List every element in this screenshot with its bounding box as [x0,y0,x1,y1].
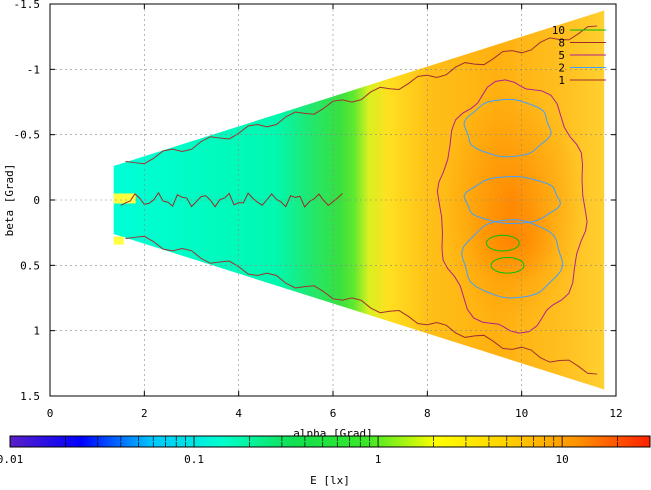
colorbar-tick-label: 0.1 [184,453,204,466]
colorbar-tick-label: 0.01 [0,453,23,466]
grid-lines [50,4,616,396]
contour-level-5 [436,79,588,334]
legend-label: 1 [558,74,565,87]
y-tick-label: -1 [27,63,40,76]
y-tick-label: -1.5 [14,0,41,11]
colorbar-label: E [lx] [310,474,350,486]
x-tick-label: 2 [141,407,148,420]
contour-level-1 [125,25,598,165]
x-tick-label: 6 [330,407,337,420]
y-tick-label: 0.5 [20,259,40,272]
contour-level-8 [120,191,343,208]
x-tick-label: 12 [609,407,622,420]
contour-level-2 [463,98,552,158]
peak-hotspot [467,194,558,285]
y-tick-label: 1.5 [20,390,40,403]
colorbar-tick-label: 1 [375,453,382,466]
x-tick-label: 8 [424,407,431,420]
colorbar-ticks: 0.01 0.1 1 10 [0,436,651,466]
y-tick-label: -0.5 [14,129,41,142]
x-tick-label: 10 [515,407,528,420]
legend-label: 5 [558,49,565,62]
x-tick-label: 4 [235,407,242,420]
y-tick-label: 0 [33,194,40,207]
contour-level-10 [485,234,520,252]
apex-bright-spot [113,193,136,204]
legend-label: 8 [558,37,565,50]
y-tick-label: 1 [33,325,40,338]
y-axis-label: beta [Grad] [3,164,16,237]
apex-bright-spot [113,236,124,245]
contour-level-2 [461,219,564,299]
x-tick-label: 0 [47,407,54,420]
legend-label: 10 [552,24,565,37]
contour-level-1 [125,235,598,375]
axis-ticks: 0 2 4 6 8 10 12-1.5-1-0.500.511.5 [14,0,623,420]
legend-label: 2 [558,62,565,75]
colorbar-tick-label: 10 [556,453,569,466]
